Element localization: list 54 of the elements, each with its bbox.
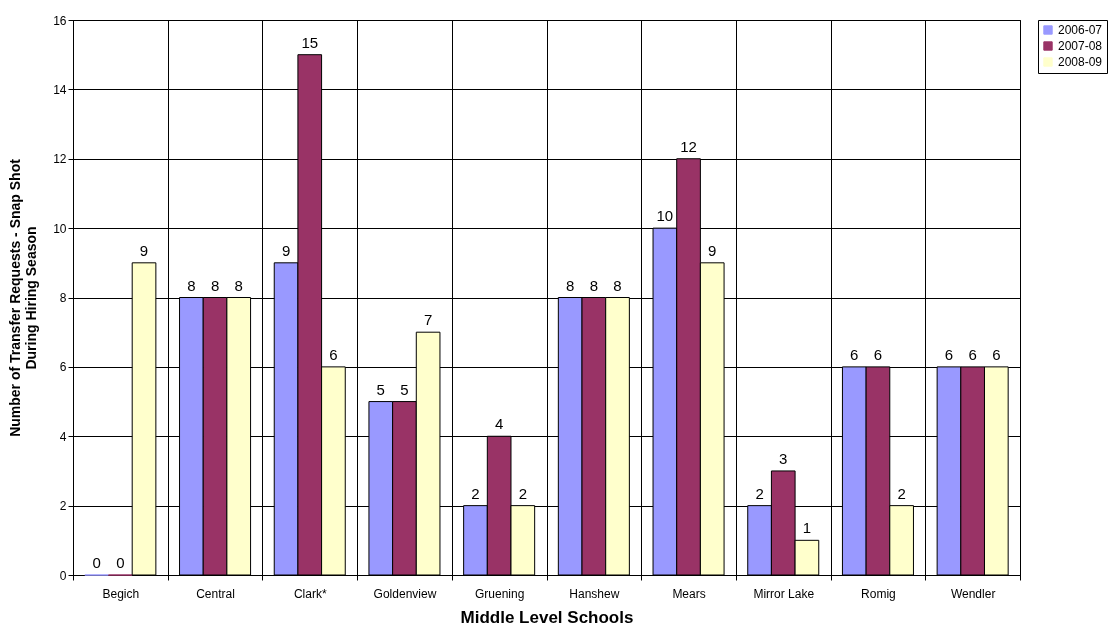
x-tick-label: Hanshew bbox=[569, 586, 620, 601]
data-label: 2 bbox=[755, 484, 764, 502]
y-tick-label: 0 bbox=[59, 568, 67, 583]
data-label: 0 bbox=[116, 554, 125, 571]
y-tick-label: 14 bbox=[53, 82, 67, 97]
data-label: 6 bbox=[992, 345, 1001, 363]
data-label: 9 bbox=[708, 241, 717, 259]
data-label: 8 bbox=[613, 276, 622, 294]
legend-label: 2008-09 bbox=[1058, 55, 1103, 69]
data-label: 2 bbox=[897, 484, 906, 502]
x-tick-label: Wendler bbox=[950, 586, 996, 601]
data-label: 0 bbox=[92, 554, 101, 571]
data-label: 4 bbox=[494, 415, 504, 433]
data-label: 6 bbox=[968, 345, 977, 363]
x-axis-title: Middle Level Schools bbox=[460, 607, 634, 627]
y-tick-label: 16 bbox=[53, 13, 67, 28]
legend-label: 2007-08 bbox=[1058, 39, 1103, 53]
y-tick-label: 6 bbox=[59, 360, 67, 375]
data-label: 8 bbox=[566, 276, 575, 294]
data-label: 8 bbox=[589, 276, 599, 294]
data-label: 6 bbox=[873, 345, 883, 363]
data-label: 6 bbox=[329, 345, 338, 363]
x-tick-label: Mears bbox=[672, 586, 706, 601]
data-label: 6 bbox=[944, 345, 954, 363]
data-label: 8 bbox=[187, 276, 196, 294]
y-tick-label: 4 bbox=[59, 429, 67, 444]
data-label: 2 bbox=[518, 484, 527, 502]
x-tick-label: Goldenview bbox=[373, 586, 437, 601]
data-label: 3 bbox=[779, 449, 788, 467]
data-label: 8 bbox=[210, 276, 220, 294]
data-label: 7 bbox=[423, 311, 433, 329]
x-tick-label: Central bbox=[196, 586, 235, 601]
data-label: 12 bbox=[680, 137, 697, 155]
y-tick-label: 10 bbox=[53, 221, 67, 236]
data-label: 9 bbox=[281, 241, 291, 259]
data-label: 8 bbox=[234, 276, 243, 294]
data-label: 5 bbox=[376, 380, 385, 398]
data-label: 6 bbox=[850, 345, 859, 363]
x-tick-label: Begich bbox=[102, 586, 140, 601]
data-label: 10 bbox=[656, 207, 674, 225]
x-tick-label: Romig bbox=[861, 586, 896, 601]
y-tick-label: 2 bbox=[59, 499, 67, 514]
data-label: 9 bbox=[139, 241, 149, 259]
legend-label: 2006-07 bbox=[1058, 23, 1103, 37]
data-label: 15 bbox=[301, 33, 319, 51]
x-tick-label: Gruening bbox=[474, 586, 525, 601]
y-tick-label: 12 bbox=[53, 152, 67, 167]
y-axis-title: Number of Transfer Requests - Snap Shot During Hiring Season bbox=[7, 158, 40, 437]
data-label: 2 bbox=[471, 484, 480, 502]
x-tick-label: Mirror Lake bbox=[753, 586, 815, 601]
data-label: 5 bbox=[400, 380, 409, 398]
x-tick-label: Clark* bbox=[293, 586, 327, 601]
y-tick-label: 8 bbox=[59, 291, 67, 305]
data-label: 1 bbox=[802, 519, 812, 537]
